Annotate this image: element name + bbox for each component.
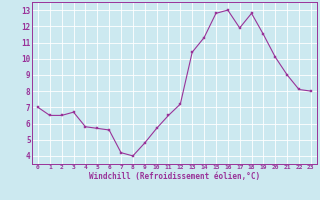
X-axis label: Windchill (Refroidissement éolien,°C): Windchill (Refroidissement éolien,°C) [89, 172, 260, 181]
